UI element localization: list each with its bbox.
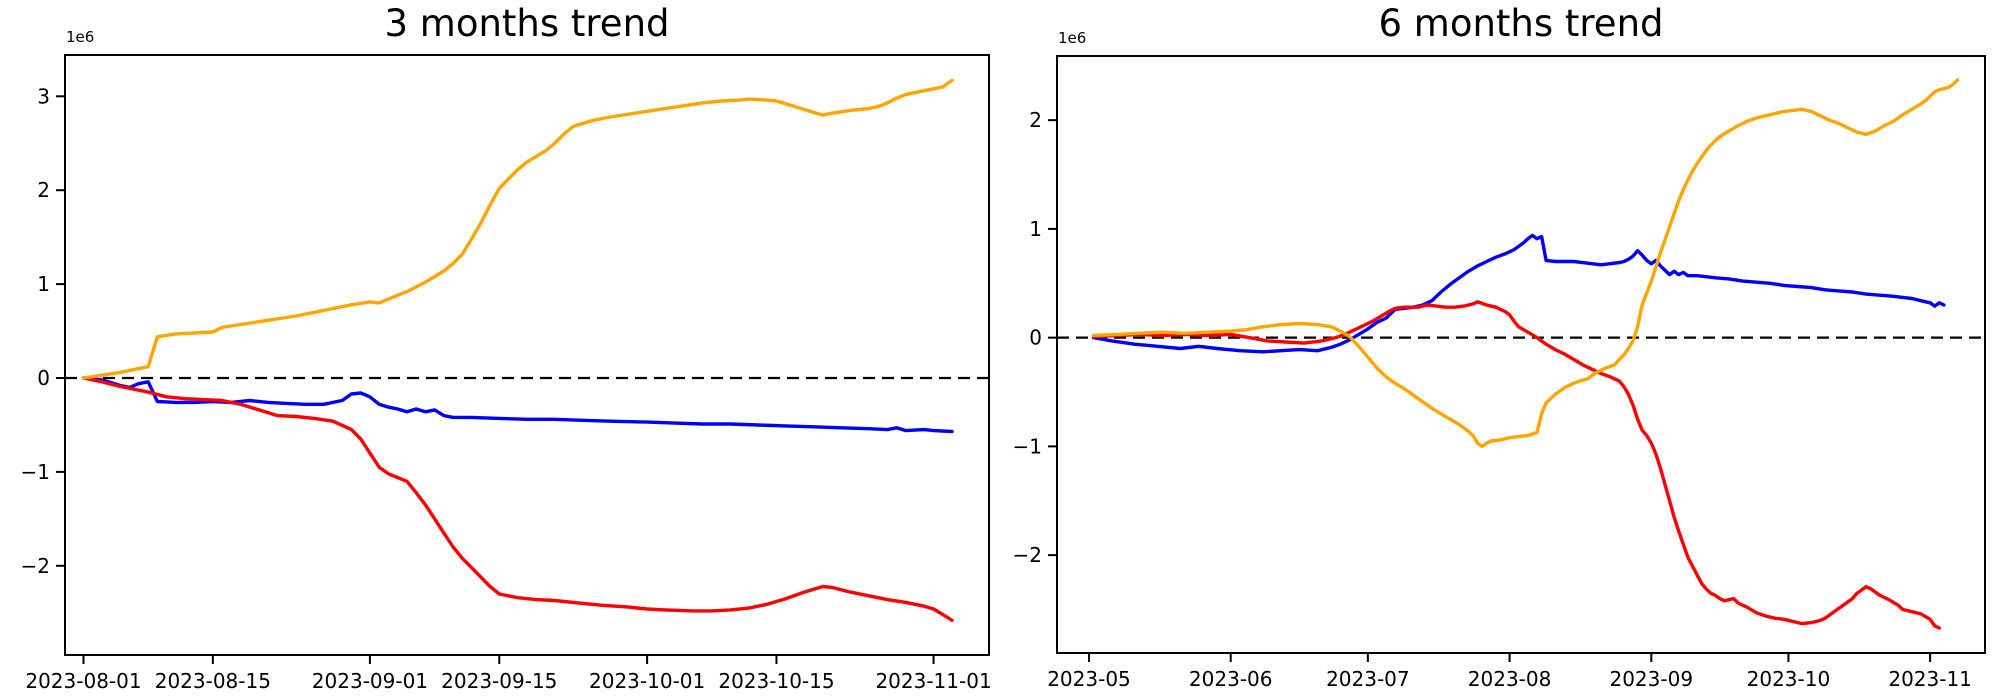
chart-title-6-months: 6 months trend	[1378, 2, 1664, 45]
y-tick-label: 1	[37, 272, 50, 296]
x-tick-label: 2023-10-01	[589, 669, 705, 693]
x-tick-label: 2023-05	[1047, 667, 1131, 691]
chart-title-3-months: 3 months trend	[384, 2, 670, 45]
series-blue-line	[1091, 233, 1946, 354]
x-tick-label: 2023-10	[1747, 667, 1831, 691]
x-tick-label: 2023-06	[1189, 667, 1273, 691]
y-tick-label: 2	[1029, 108, 1042, 132]
y-tick-label: 3	[37, 84, 50, 108]
series-blue-line	[81, 376, 954, 434]
y-axis-scale-label-right: 1e6	[1058, 29, 1087, 47]
x-tick-label: 2023-08-15	[155, 669, 271, 693]
x-tick-label: 2023-11	[1888, 667, 1972, 691]
y-axis-scale-label-left: 1e6	[66, 28, 95, 46]
y-tick-label: 2	[37, 178, 50, 202]
x-tick-label: 2023-09	[1609, 667, 1693, 691]
y-tick-label: −1	[1013, 434, 1042, 458]
series-red-line	[1091, 300, 1941, 630]
y-tick-label: −2	[1013, 543, 1042, 567]
axes-spines	[1056, 55, 1986, 654]
y-tick-label: −2	[21, 554, 50, 578]
x-tick-label: 2023-11-01	[875, 669, 991, 693]
chart-3-months-trend: 2023-08-01 2023-08-15 2023-09-01 2023-09-15…	[21, 54, 992, 693]
y-tick-label: −1	[21, 460, 50, 484]
series-orange-line	[81, 78, 954, 380]
x-tick-label: 2023-09-15	[441, 669, 557, 693]
series-orange-line	[1091, 78, 1960, 449]
x-tick-label: 2023-08-01	[25, 669, 141, 693]
x-tick-label: 2023-07	[1326, 667, 1410, 691]
chart-6-months-trend: 2023-05 2023-06 2023-07 2023-08 2023-09 2023-…	[1013, 55, 1986, 691]
x-tick-label: 2023-08	[1468, 667, 1552, 691]
y-tick-label: 0	[37, 366, 50, 390]
y-tick-label: 1	[1029, 217, 1042, 241]
axes-spines	[64, 54, 990, 656]
series-red-line	[81, 376, 954, 622]
x-tick-label: 2023-09-01	[312, 669, 428, 693]
x-tick-label: 2023-10-15	[718, 669, 834, 693]
y-tick-label: 0	[1029, 326, 1042, 350]
